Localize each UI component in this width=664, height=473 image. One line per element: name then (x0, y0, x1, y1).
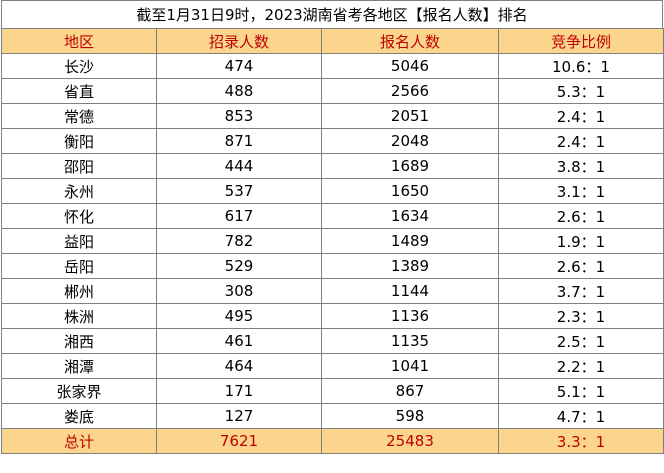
cell-applicants: 1389 (321, 253, 499, 279)
table-row: 湘潭 464 1041 2.2：1 (1, 353, 664, 379)
cell-ratio: 2.5：1 (498, 328, 664, 354)
table-row: 益阳 782 1489 1.9：1 (1, 228, 664, 254)
cell-region: 岳阳 (1, 253, 157, 279)
cell-region: 湘潭 (1, 353, 157, 379)
header-positions: 招录人数 (156, 28, 322, 54)
header-applicants: 报名人数 (321, 28, 499, 54)
cell-ratio: 5.1：1 (498, 378, 664, 404)
header-region: 地区 (1, 28, 157, 54)
cell-region: 邵阳 (1, 153, 157, 179)
cell-applicants: 2048 (321, 128, 499, 154)
cell-region: 常德 (1, 103, 157, 129)
cell-region: 永州 (1, 178, 157, 204)
cell-applicants: 1634 (321, 203, 499, 229)
cell-positions: 444 (156, 153, 322, 179)
cell-region: 娄底 (1, 403, 157, 429)
cell-ratio: 2.2：1 (498, 353, 664, 379)
cell-ratio: 2.4：1 (498, 128, 664, 154)
table-title: 截至1月31日9时，2023湖南省考各地区【报名人数】排名 (1, 0, 663, 28)
cell-applicants: 1650 (321, 178, 499, 204)
table-row: 常德 853 2051 2.4：1 (1, 103, 664, 129)
cell-region: 省直 (1, 78, 157, 104)
table-row: 张家界 171 867 5.1：1 (1, 378, 664, 404)
table-row: 岳阳 529 1389 2.6：1 (1, 253, 664, 279)
cell-ratio: 3.1：1 (498, 178, 664, 204)
cell-ratio: 2.4：1 (498, 103, 664, 129)
cell-ratio: 2.6：1 (498, 203, 664, 229)
cell-positions: 495 (156, 303, 322, 329)
cell-applicants: 2566 (321, 78, 499, 104)
cell-ratio: 3.7：1 (498, 278, 664, 304)
cell-positions: 853 (156, 103, 322, 129)
cell-region: 湘西 (1, 328, 157, 354)
cell-applicants: 867 (321, 378, 499, 404)
cell-ratio: 2.6：1 (498, 253, 664, 279)
total-label: 总计 (1, 428, 157, 454)
cell-applicants: 1136 (321, 303, 499, 329)
cell-region: 长沙 (1, 53, 157, 79)
cell-ratio: 10.6：1 (498, 53, 664, 79)
cell-applicants: 2051 (321, 103, 499, 129)
cell-positions: 308 (156, 278, 322, 304)
cell-applicants: 598 (321, 403, 499, 429)
cell-positions: 127 (156, 403, 322, 429)
table-row: 永州 537 1650 3.1：1 (1, 178, 664, 204)
cell-applicants: 1489 (321, 228, 499, 254)
cell-ratio: 2.3：1 (498, 303, 664, 329)
cell-region: 益阳 (1, 228, 157, 254)
cell-ratio: 1.9：1 (498, 228, 664, 254)
table-row: 郴州 308 1144 3.7：1 (1, 278, 664, 304)
table-row: 株洲 495 1136 2.3：1 (1, 303, 664, 329)
cell-ratio: 3.8：1 (498, 153, 664, 179)
table-row: 娄底 127 598 4.7：1 (1, 403, 664, 429)
cell-positions: 474 (156, 53, 322, 79)
cell-positions: 871 (156, 128, 322, 154)
total-applicants: 25483 (321, 428, 499, 454)
table-row: 省直 488 2566 5.3：1 (1, 78, 664, 104)
cell-region: 株洲 (1, 303, 157, 329)
cell-applicants: 5046 (321, 53, 499, 79)
cell-region: 衡阳 (1, 128, 157, 154)
registration-table: 地区 招录人数 报名人数 竞争比例 长沙 474 5046 10.6：1 省直 488 25… (1, 28, 664, 454)
cell-region: 郴州 (1, 278, 157, 304)
cell-positions: 782 (156, 228, 322, 254)
cell-positions: 617 (156, 203, 322, 229)
cell-region: 张家界 (1, 378, 157, 404)
cell-applicants: 1041 (321, 353, 499, 379)
registration-table-sheet: 截至1月31日9时，2023湖南省考各地区【报名人数】排名 地区 招录人数 报名… (1, 0, 664, 454)
table-row: 衡阳 871 2048 2.4：1 (1, 128, 664, 154)
cell-applicants: 1135 (321, 328, 499, 354)
cell-positions: 529 (156, 253, 322, 279)
header-ratio: 竞争比例 (498, 28, 664, 54)
cell-positions: 537 (156, 178, 322, 204)
header-row: 地区 招录人数 报名人数 竞争比例 (1, 28, 664, 54)
cell-positions: 461 (156, 328, 322, 354)
table-row: 长沙 474 5046 10.6：1 (1, 53, 664, 79)
total-ratio: 3.3：1 (498, 428, 664, 454)
table-row: 湘西 461 1135 2.5：1 (1, 328, 664, 354)
cell-applicants: 1689 (321, 153, 499, 179)
total-positions: 7621 (156, 428, 322, 454)
table-row: 怀化 617 1634 2.6：1 (1, 203, 664, 229)
cell-positions: 464 (156, 353, 322, 379)
cell-ratio: 4.7：1 (498, 403, 664, 429)
cell-applicants: 1144 (321, 278, 499, 304)
cell-positions: 488 (156, 78, 322, 104)
table-row: 邵阳 444 1689 3.8：1 (1, 153, 664, 179)
total-row: 总计 7621 25483 3.3：1 (1, 428, 664, 454)
cell-positions: 171 (156, 378, 322, 404)
cell-ratio: 5.3：1 (498, 78, 664, 104)
cell-region: 怀化 (1, 203, 157, 229)
